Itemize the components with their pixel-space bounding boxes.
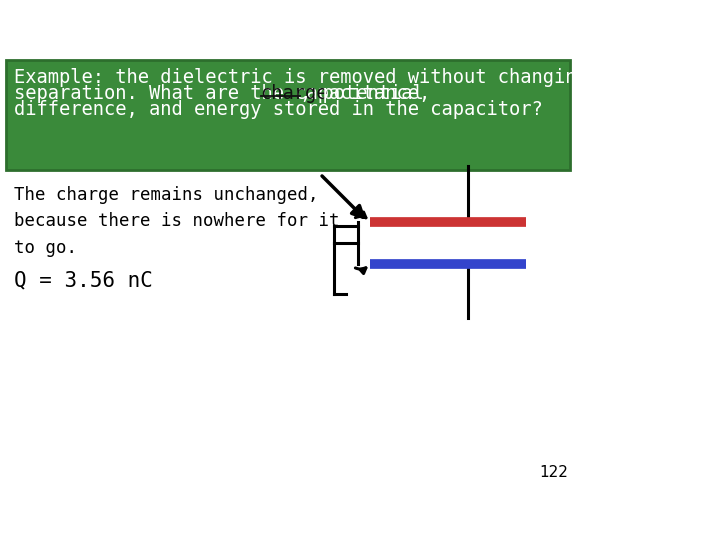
Text: The charge remains unchanged,
because there is nowhere for it
to go.: The charge remains unchanged, because th… (14, 186, 340, 257)
Text: Example: the dielectric is removed without changing the plate: Example: the dielectric is removed witho… (14, 68, 701, 86)
Text: difference, and energy stored in the capacitor?: difference, and energy stored in the cap… (14, 99, 543, 119)
Text: separation. What are the capacitance,: separation. What are the capacitance, (14, 84, 442, 103)
Text: , potential: , potential (300, 84, 423, 103)
FancyBboxPatch shape (6, 59, 570, 170)
Text: charge: charge (261, 84, 328, 103)
Text: 122: 122 (539, 464, 568, 480)
Text: Q = 3.56 nC: Q = 3.56 nC (14, 270, 153, 290)
